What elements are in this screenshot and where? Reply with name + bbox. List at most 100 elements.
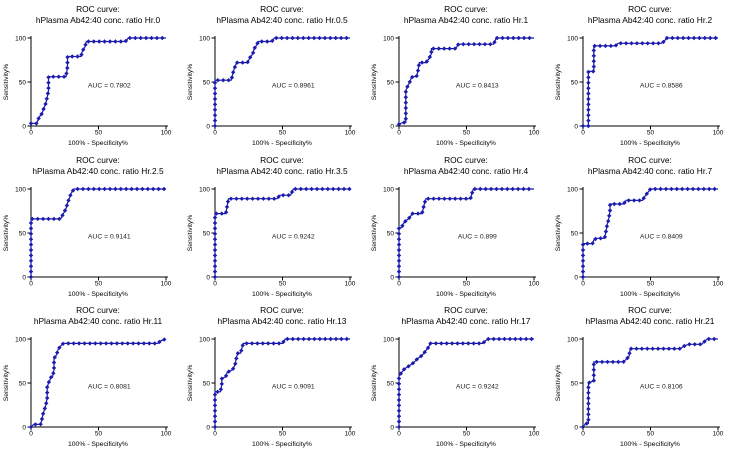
diamond-marker bbox=[81, 47, 86, 52]
y-axis-label: Sensitivity% bbox=[371, 365, 378, 402]
y-tick-label: 100 bbox=[15, 337, 26, 344]
diamond-marker bbox=[42, 406, 48, 412]
y-axis-label: Sensitivity% bbox=[3, 214, 10, 251]
diamond-marker bbox=[219, 211, 225, 216]
diamond-marker bbox=[625, 356, 630, 361]
diamond-marker bbox=[488, 186, 494, 191]
y-tick-label: 0 bbox=[390, 123, 394, 130]
diamond-marker bbox=[442, 196, 447, 201]
diamond-marker bbox=[145, 186, 150, 191]
diamond-marker bbox=[494, 186, 499, 191]
diamond-marker bbox=[591, 58, 597, 64]
diamond-marker bbox=[286, 192, 291, 198]
diamond-marker bbox=[290, 35, 295, 41]
roc-chart: ROC curve:hPlasma Ab42:40 conc. ratio Hr… bbox=[555, 155, 724, 298]
diamond-marker bbox=[91, 186, 96, 191]
diamond-marker bbox=[130, 341, 136, 346]
diamond-marker bbox=[471, 341, 476, 346]
diamond-marker bbox=[280, 192, 286, 198]
diamond-marker bbox=[499, 186, 505, 191]
diamond-marker bbox=[587, 380, 592, 386]
y-axis-label: Sensitivity% bbox=[187, 214, 194, 251]
x-tick-label: 100 bbox=[529, 280, 540, 287]
x-tick-label: 50 bbox=[463, 431, 471, 438]
y-tick-label: 0 bbox=[574, 425, 578, 432]
diamond-marker bbox=[661, 346, 666, 352]
diamond-marker bbox=[403, 100, 409, 105]
diamond-marker bbox=[692, 342, 697, 347]
diamond-marker bbox=[629, 41, 634, 46]
diamond-marker bbox=[123, 186, 129, 191]
roc-chart-cell: ROC curve: hPlasma Ab42:40 conc. ratio Hr… bbox=[0, 151, 184, 302]
x-axis-label: 100% - Specificity% bbox=[620, 140, 680, 147]
diamond-marker bbox=[641, 195, 646, 201]
diamond-marker bbox=[586, 96, 591, 102]
diamond-marker bbox=[252, 45, 258, 50]
diamond-marker bbox=[603, 43, 608, 49]
auc-label: AUC = 0.7802 bbox=[88, 82, 131, 89]
roc-chart: ROC curve:hPlasma Ab42:40 conc. ratio Hr… bbox=[371, 305, 540, 448]
diamond-marker bbox=[231, 70, 236, 75]
diamond-marker bbox=[580, 123, 586, 129]
diamond-marker bbox=[706, 337, 711, 342]
roc-curve-markers bbox=[28, 337, 167, 430]
roc-chart: ROC curve:hPlasma Ab42:40 conc. ratio Hr… bbox=[3, 155, 172, 298]
diamond-marker bbox=[143, 35, 149, 41]
diamond-marker bbox=[515, 186, 521, 191]
diamond-marker bbox=[344, 35, 349, 41]
diamond-marker bbox=[466, 41, 471, 47]
diamond-marker bbox=[594, 360, 599, 365]
diamond-marker bbox=[406, 364, 411, 369]
diamond-marker bbox=[212, 91, 218, 96]
diamond-marker bbox=[713, 35, 718, 41]
roc-curve-markers bbox=[212, 186, 352, 279]
diamond-marker bbox=[212, 247, 218, 252]
diamond-marker bbox=[295, 35, 301, 41]
diamond-marker bbox=[424, 59, 430, 64]
diamond-marker bbox=[284, 35, 290, 41]
diamond-marker bbox=[711, 337, 717, 342]
diamond-marker bbox=[452, 46, 458, 51]
auc-label: AUC = 0.8106 bbox=[640, 384, 683, 391]
diamond-marker bbox=[655, 346, 661, 352]
diamond-marker bbox=[322, 35, 328, 41]
diamond-marker bbox=[28, 252, 34, 258]
diamond-marker bbox=[136, 341, 141, 346]
roc-chart-cell: ROC curve: hPlasma Ab42:40 conc. ratio Hr… bbox=[552, 151, 736, 302]
diamond-marker bbox=[250, 50, 256, 55]
x-tick-label: 100 bbox=[345, 129, 356, 136]
x-tick-label: 100 bbox=[161, 431, 172, 438]
diamond-marker bbox=[55, 350, 60, 356]
diamond-marker bbox=[28, 425, 34, 430]
y-tick-label: 100 bbox=[15, 35, 26, 42]
diamond-marker bbox=[51, 360, 57, 366]
diamond-marker bbox=[303, 186, 309, 191]
diamond-marker bbox=[212, 112, 218, 118]
diamond-marker bbox=[33, 422, 38, 427]
diamond-marker bbox=[592, 43, 597, 49]
x-tick-label: 50 bbox=[463, 129, 471, 136]
diamond-marker bbox=[664, 35, 670, 41]
diamond-marker bbox=[219, 382, 225, 387]
diamond-marker bbox=[396, 403, 402, 408]
axes bbox=[582, 337, 720, 428]
diamond-marker bbox=[477, 41, 482, 47]
diamond-marker bbox=[431, 196, 436, 201]
diamond-marker bbox=[712, 186, 717, 191]
diamond-marker bbox=[396, 236, 402, 242]
diamond-marker bbox=[580, 269, 586, 274]
diamond-marker bbox=[28, 269, 34, 274]
x-tick-label: 0 bbox=[581, 129, 585, 136]
diamond-marker bbox=[407, 79, 413, 85]
chart-title-line1: ROC curve: bbox=[76, 4, 120, 14]
chart-title-line2: hPlasma Ab42:40 conc. ratio Hr.0 bbox=[36, 15, 161, 25]
diamond-marker bbox=[645, 346, 650, 352]
auc-label: AUC = 0.8961 bbox=[272, 82, 315, 89]
diamond-marker bbox=[586, 385, 591, 390]
diamond-marker bbox=[456, 42, 461, 47]
y-axis-label: Sensitivity% bbox=[3, 64, 10, 101]
diamond-marker bbox=[290, 337, 295, 342]
diamond-marker bbox=[333, 35, 338, 41]
diamond-marker bbox=[427, 54, 433, 60]
